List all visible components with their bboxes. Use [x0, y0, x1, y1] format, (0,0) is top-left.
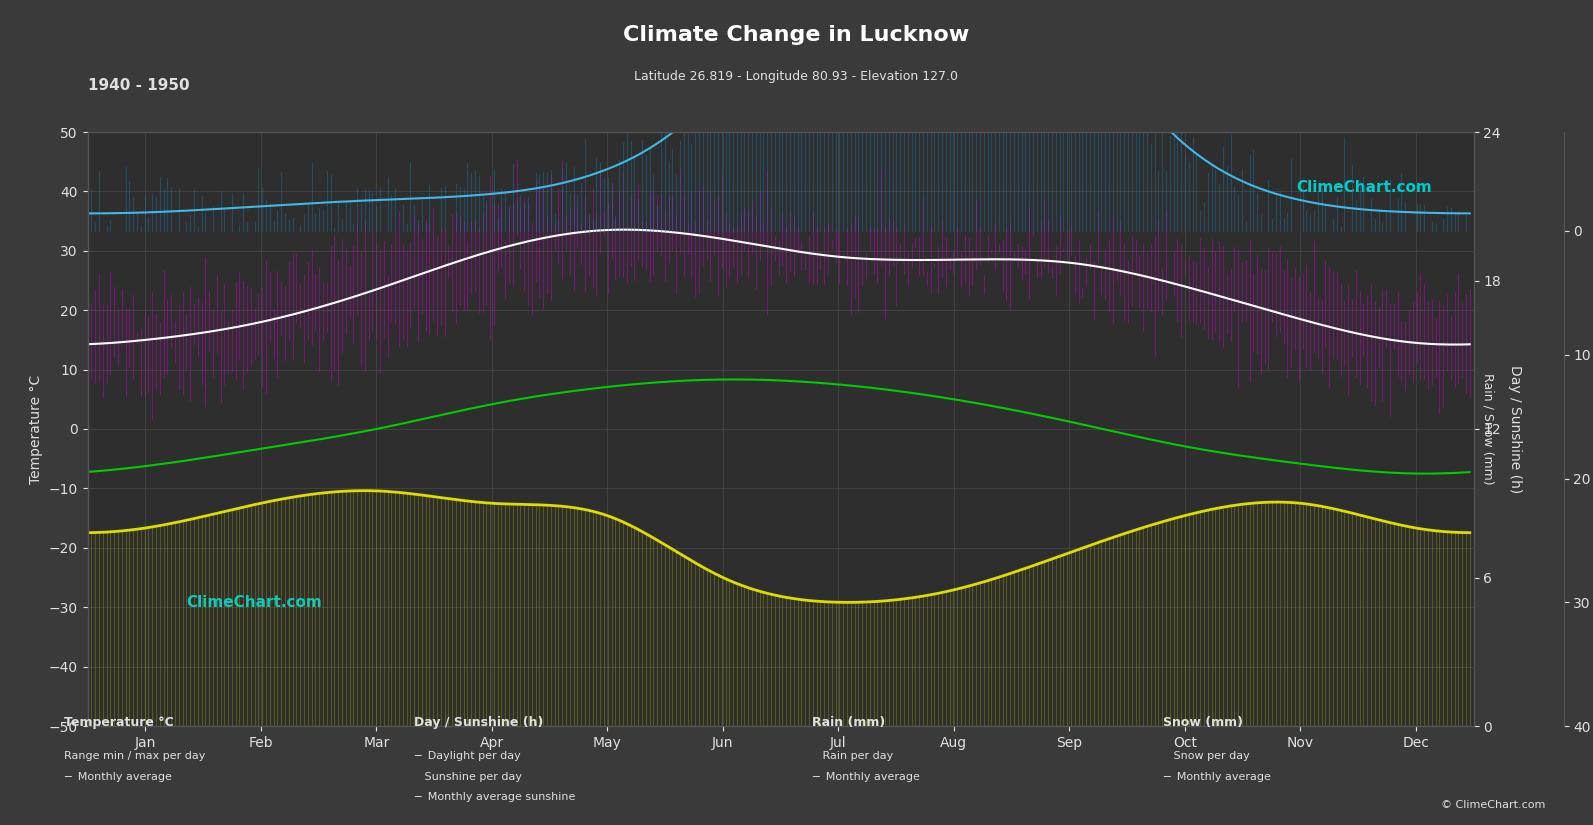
Text: ─  Monthly average sunshine: ─ Monthly average sunshine — [414, 792, 575, 802]
Y-axis label: Day / Sunshine (h): Day / Sunshine (h) — [1509, 365, 1521, 493]
Text: Sunshine per day: Sunshine per day — [414, 771, 523, 781]
Text: Rain per day: Rain per day — [812, 751, 894, 761]
Text: ClimeChart.com: ClimeChart.com — [1297, 180, 1432, 195]
Text: ─  Daylight per day: ─ Daylight per day — [414, 751, 521, 761]
Text: ─  Monthly average: ─ Monthly average — [812, 771, 921, 781]
Text: ─  Monthly average: ─ Monthly average — [64, 771, 172, 781]
Text: ClimeChart.com: ClimeChart.com — [186, 596, 322, 610]
Text: Climate Change in Lucknow: Climate Change in Lucknow — [623, 25, 970, 45]
Text: Day / Sunshine (h): Day / Sunshine (h) — [414, 716, 543, 729]
Y-axis label: Temperature °C: Temperature °C — [29, 375, 43, 483]
Text: Temperature °C: Temperature °C — [64, 716, 174, 729]
Text: Rain (mm): Rain (mm) — [812, 716, 886, 729]
Text: 1940 - 1950: 1940 - 1950 — [88, 78, 190, 93]
Text: ─  Monthly average: ─ Monthly average — [1163, 771, 1271, 781]
Text: Range min / max per day: Range min / max per day — [64, 751, 205, 761]
Text: Snow per day: Snow per day — [1163, 751, 1249, 761]
Text: © ClimeChart.com: © ClimeChart.com — [1440, 800, 1545, 810]
Y-axis label: Rain / Snow (mm): Rain / Snow (mm) — [1481, 373, 1494, 485]
Text: Snow (mm): Snow (mm) — [1163, 716, 1243, 729]
Text: Latitude 26.819 - Longitude 80.93 - Elevation 127.0: Latitude 26.819 - Longitude 80.93 - Elev… — [634, 70, 959, 83]
